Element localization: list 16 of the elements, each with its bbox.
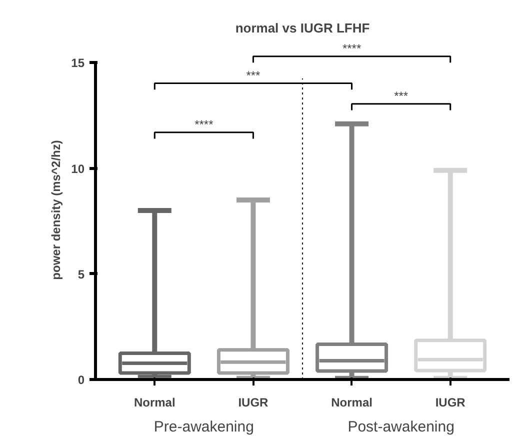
y-tick-label: 0 <box>78 373 85 387</box>
y-tick-label: 5 <box>78 267 85 282</box>
x-tick-label: Normal <box>331 396 372 410</box>
text: **** <box>342 41 362 56</box>
x-tick-label: IUGR <box>435 396 466 410</box>
x-tick-label: IUGR <box>238 396 269 410</box>
text: Pre-awakening <box>154 418 254 436</box>
chart-title: normal vs IUGR LFHF <box>235 20 370 36</box>
annotation: **** <box>194 117 214 132</box>
text: Post-awakening <box>348 418 454 436</box>
x-tick-label: Normal <box>134 396 176 410</box>
y-axis-title: power density (ms^2/hz) <box>49 140 64 280</box>
y-tick-label: 10 <box>71 162 85 176</box>
y-tick-label: 15 <box>71 56 85 70</box>
annotation: *** <box>394 88 408 103</box>
annotation: *** <box>246 68 261 82</box>
